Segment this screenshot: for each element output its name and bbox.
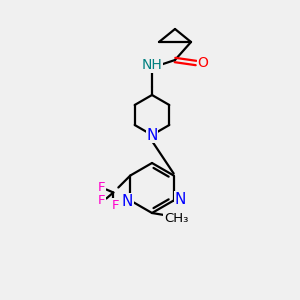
Text: CH₃: CH₃ xyxy=(164,212,188,224)
Text: N: N xyxy=(175,192,186,207)
Text: F: F xyxy=(98,194,105,207)
Text: O: O xyxy=(198,56,208,70)
Text: NH: NH xyxy=(142,58,162,72)
Text: N: N xyxy=(146,128,158,142)
Text: F: F xyxy=(98,181,105,194)
Text: F: F xyxy=(112,199,119,212)
Text: N: N xyxy=(122,194,133,209)
